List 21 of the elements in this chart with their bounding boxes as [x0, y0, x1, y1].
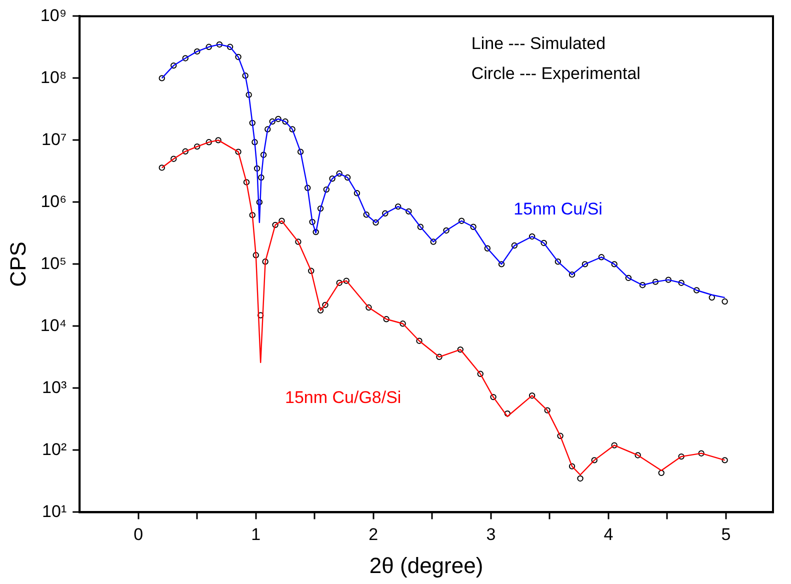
x-tick-label: 4 [604, 525, 614, 544]
x-tick-label: 3 [486, 525, 496, 544]
y-tick-label: 10² [42, 440, 67, 459]
y-tick-label: 10⁸ [40, 68, 67, 87]
x-tick-label: 5 [721, 525, 731, 544]
annotation: Circle --- Experimental [471, 64, 640, 83]
y-tick-label: 10⁴ [40, 316, 67, 335]
x-tick-label: 2 [368, 525, 378, 544]
y-axis-title: CPS [5, 242, 30, 287]
x-tick-label: 0 [134, 525, 144, 544]
y-tick-label: 10¹ [42, 502, 67, 521]
text: 15nm Cu/G8/Si [284, 388, 402, 407]
x-tick-label: 1 [251, 525, 261, 544]
y-tick-label: 10³ [42, 378, 67, 397]
y-tick-label: 10⁵ [40, 254, 67, 273]
series-label: 15nm Cu/Si [514, 199, 602, 218]
y-tick-label: 10⁹ [40, 6, 67, 25]
annotation: Line --- Simulated [471, 34, 606, 53]
x-axis-title: 2θ (degree) [369, 552, 484, 578]
y-tick-label: 10⁷ [42, 130, 67, 149]
y-tick-label: 10⁶ [40, 192, 67, 211]
